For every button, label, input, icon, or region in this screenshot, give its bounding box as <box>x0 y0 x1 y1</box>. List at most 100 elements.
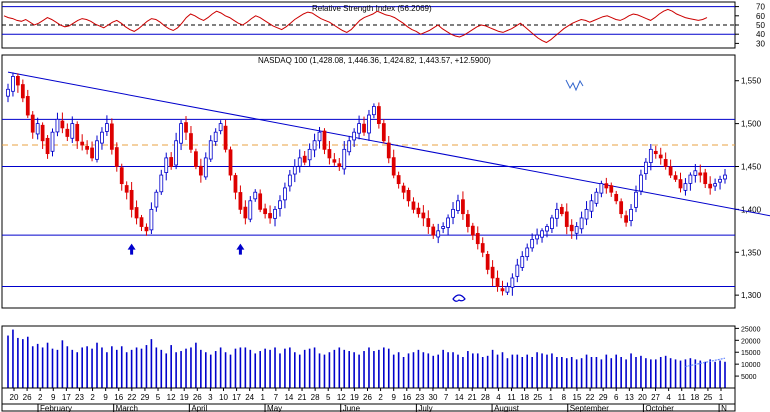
volume-bar <box>71 349 74 388</box>
candle-body <box>55 118 60 133</box>
volume-bar <box>91 348 93 388</box>
candle-body <box>198 165 203 176</box>
candle-body <box>169 157 174 167</box>
x-day-label: 2 <box>90 393 95 402</box>
candle-body <box>332 159 337 163</box>
volume-bar <box>239 347 242 388</box>
candle-body <box>95 140 99 160</box>
x-day-label: 17 <box>232 393 241 402</box>
x-day-label: 29 <box>599 393 608 402</box>
volume-bar <box>125 352 128 388</box>
volume-bar <box>343 349 346 388</box>
x-day-label: 14 <box>284 393 293 402</box>
volume-bar <box>7 335 9 388</box>
volume-tick-label: 5000 <box>741 374 757 381</box>
volume-bar <box>51 348 54 388</box>
candle-body <box>174 140 179 166</box>
candle-body <box>683 183 688 191</box>
volume-bar <box>338 347 341 388</box>
volume-bar <box>462 357 464 388</box>
volume-bar <box>600 359 603 388</box>
volume-bar <box>383 347 385 388</box>
candle-body <box>337 163 342 167</box>
candle-body <box>629 208 633 222</box>
volume-bar <box>556 357 558 388</box>
volume-bar <box>31 346 34 388</box>
volume-bar <box>170 345 172 388</box>
x-month-label: April <box>191 404 207 412</box>
candle-body <box>238 192 243 210</box>
volume-bar <box>41 347 44 388</box>
volume-bar <box>684 359 687 388</box>
candle-body <box>569 224 574 232</box>
volume-bar <box>348 351 350 388</box>
volume-bar <box>363 351 365 388</box>
candle-body <box>149 208 154 231</box>
x-day-label: 5 <box>326 393 331 402</box>
candle-body <box>35 123 40 135</box>
x-month-label: N <box>721 404 727 412</box>
volume-bar <box>353 352 355 388</box>
x-day-label: 9 <box>103 393 108 402</box>
volume-bar <box>204 352 207 388</box>
volume-bar <box>61 340 64 388</box>
rsi-line <box>3 8 708 44</box>
volume-bar <box>585 354 588 388</box>
volume-bar <box>486 355 489 388</box>
volume-bar <box>620 357 622 388</box>
x-day-label: 15 <box>573 393 582 402</box>
x-day-label: 26 <box>363 393 372 402</box>
volume-bar <box>284 348 286 388</box>
x-day-label: 2 <box>38 393 43 402</box>
candle-body <box>520 256 525 268</box>
candle-body <box>124 185 129 193</box>
volume-bar <box>12 329 14 388</box>
volume-bar <box>373 351 375 388</box>
volume-bar <box>625 359 627 388</box>
x-month-label: May <box>267 404 282 412</box>
volume-bar <box>368 347 370 388</box>
price-tick-label: 1,450 <box>741 162 762 171</box>
volume-bar <box>214 351 217 388</box>
volume-bar <box>674 359 677 388</box>
volume-bar <box>664 355 667 388</box>
volume-bar <box>101 347 103 388</box>
volume-tick-label: 25000 <box>741 326 761 333</box>
volume-bar <box>432 355 435 388</box>
candle-body <box>228 149 233 176</box>
x-day-label: 23 <box>75 393 84 402</box>
volume-bar <box>659 357 662 388</box>
volume-bar <box>689 358 692 388</box>
candle-body <box>85 146 90 150</box>
volume-bar <box>249 349 252 388</box>
candle-body <box>273 208 277 219</box>
candle-body <box>678 179 683 189</box>
candle-body <box>312 140 317 151</box>
volume-bar <box>412 352 415 388</box>
volume-bar <box>650 359 652 388</box>
volume-bar <box>546 354 548 388</box>
candle-body <box>535 234 539 240</box>
candle-body <box>658 154 663 159</box>
x-day-label: 22 <box>127 393 136 402</box>
x-month-label: September <box>570 404 609 412</box>
candle-body <box>283 187 287 201</box>
candle-body <box>154 191 159 208</box>
volume-bar <box>531 357 533 388</box>
volume-bar <box>610 358 613 388</box>
candle-body <box>446 217 450 228</box>
volume-bar <box>719 360 721 388</box>
candle-body <box>307 148 312 161</box>
candle-body <box>134 207 139 219</box>
volume-bar <box>516 354 519 388</box>
volume-bar <box>467 351 469 388</box>
candle-body <box>540 230 544 238</box>
volume-bar <box>397 352 400 388</box>
candle-body <box>376 106 381 125</box>
candle-body <box>673 175 678 180</box>
candle-body <box>40 124 45 142</box>
volume-bar <box>259 351 261 388</box>
volume-bar <box>120 346 123 388</box>
candle-body <box>426 218 431 227</box>
